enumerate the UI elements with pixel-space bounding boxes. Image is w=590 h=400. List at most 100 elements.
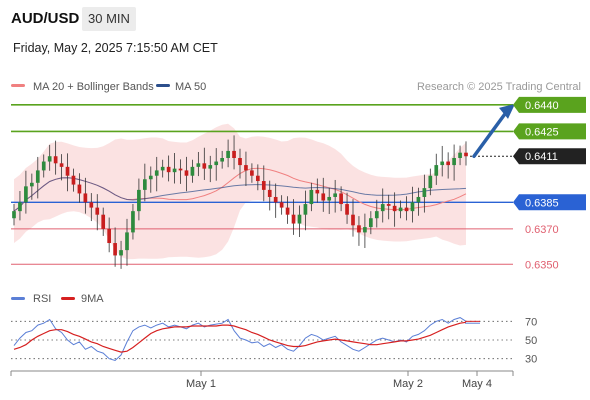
candle [273, 183, 278, 218]
candle [59, 154, 64, 181]
candle-body [119, 250, 123, 256]
level-label-0.6440: 0.6440 [525, 100, 559, 112]
candle-body [166, 166, 171, 173]
candle-body [35, 170, 40, 183]
candle-body [315, 189, 320, 194]
candle [18, 190, 22, 221]
candle-body [464, 152, 468, 157]
forecast-arrow [472, 103, 515, 158]
candle-body [279, 202, 284, 208]
candle-body [208, 165, 213, 169]
candle-body [446, 161, 451, 166]
candle-body [214, 161, 219, 166]
candle [261, 165, 266, 202]
candle-body [131, 211, 135, 233]
candle-body [65, 166, 70, 176]
level-label-0.6370: 0.6370 [525, 224, 559, 236]
level-label-0.6440-tag [513, 96, 586, 113]
level-label-0.6385-tag [513, 194, 586, 211]
candle-body [238, 158, 242, 166]
candle [452, 144, 456, 181]
candle [434, 153, 439, 185]
candle [285, 196, 290, 224]
candle-body [29, 182, 34, 187]
candle [279, 195, 284, 215]
candle [244, 151, 248, 186]
candle [380, 188, 385, 223]
candle [392, 192, 397, 227]
candle-body [363, 227, 367, 233]
candle-body [351, 214, 355, 226]
candle [214, 148, 219, 181]
candle [77, 173, 82, 203]
candle [345, 192, 349, 224]
candle [24, 170, 28, 214]
candle [422, 174, 427, 213]
candle [464, 141, 468, 166]
symbol-title: AUD/USD [11, 10, 80, 27]
level-labels: 0.6440 0.6425 0.6411 0.6385 0.6370 0.6350 [513, 96, 586, 271]
candle [255, 164, 260, 191]
candle [148, 166, 153, 193]
candle [368, 211, 373, 235]
candle [184, 156, 189, 192]
candle [291, 199, 296, 235]
x-tick-label: May 1 [186, 378, 216, 390]
candle [250, 163, 254, 183]
candle [321, 177, 326, 212]
candle [29, 173, 34, 200]
level-label-0.6411: 0.6411 [525, 151, 558, 163]
candle [208, 155, 213, 183]
candle [131, 204, 135, 240]
rsi-ma-legend-label: 9MA [81, 293, 104, 305]
candle-body [125, 232, 129, 251]
candle-body [333, 193, 338, 197]
candle-body [416, 196, 421, 203]
candle [12, 204, 16, 226]
rsi-tick-label: 70 [525, 316, 537, 328]
candle-body [71, 175, 76, 185]
candle-body [327, 196, 332, 201]
level-label-0.6425: 0.6425 [525, 126, 559, 138]
candle [238, 148, 242, 179]
ma50-legend-label: MA 50 [175, 81, 206, 93]
candle [363, 213, 367, 248]
timeframe-badge[interactable]: 30 MIN [82, 7, 136, 31]
candle-body [172, 168, 177, 173]
candle-body [107, 228, 112, 244]
rsi-tick-label: 50 [525, 335, 537, 347]
candle-body [410, 202, 415, 212]
candle-body [154, 170, 159, 176]
datetime-label: Friday, May 2, 2025 7:15:50 AM CET [13, 41, 218, 55]
candle-body [267, 189, 272, 197]
candle [65, 153, 70, 192]
candle [333, 179, 338, 213]
candle [339, 186, 343, 212]
candle [315, 178, 320, 203]
x-tick-label: May 2 [393, 378, 423, 390]
candle-body [380, 204, 385, 212]
price-levels [11, 104, 513, 265]
candle-body [59, 163, 64, 167]
candle [458, 145, 462, 166]
candle-body [368, 218, 373, 228]
candle-body [95, 207, 100, 215]
candle [440, 145, 445, 177]
candle [446, 152, 451, 179]
candle-body [184, 170, 189, 176]
level-label-0.6411-tag [513, 148, 586, 165]
bollinger-bands [14, 123, 466, 260]
rsi-legend-swatch [11, 297, 25, 300]
candle-body [392, 205, 397, 212]
watermark: Research © 2025 Trading Central [417, 81, 581, 93]
candle-body [255, 175, 260, 182]
candle [160, 159, 165, 178]
candle-body [374, 211, 379, 219]
candle [47, 144, 52, 171]
candle-body [345, 204, 349, 215]
candle [71, 168, 76, 192]
candle [303, 190, 308, 231]
candle-body [452, 158, 456, 166]
candle [166, 155, 171, 182]
